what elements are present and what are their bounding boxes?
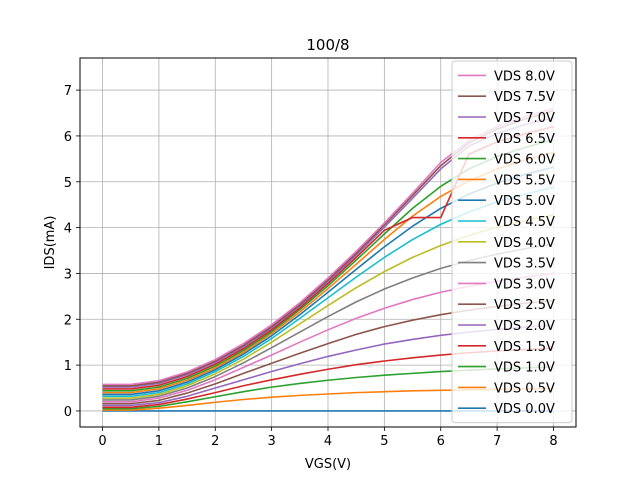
x-tick-label: 7 — [493, 434, 501, 449]
x-axis-label: VGS(V) — [305, 457, 351, 472]
x-tick-label: 0 — [98, 434, 106, 449]
y-axis-ticks: 0 1 2 3 4 5 6 7 — [64, 84, 80, 420]
y-tick-label: 2 — [64, 313, 72, 328]
legend-entry: VDS 8.0V — [494, 69, 555, 84]
x-axis-ticks: 0 1 2 3 4 5 6 7 8 — [98, 427, 558, 449]
x-tick-label: 5 — [380, 434, 388, 449]
legend-entry: VDS 5.0V — [494, 194, 555, 209]
legend-entry: VDS 7.0V — [494, 111, 555, 126]
legend-entry: VDS 1.0V — [494, 361, 555, 376]
x-tick-label: 6 — [437, 434, 445, 449]
y-tick-label: 0 — [64, 405, 72, 420]
legend-entry: VDS 0.0V — [494, 402, 555, 417]
legend-entry: VDS 0.5V — [494, 381, 555, 396]
legend-entry: VDS 2.0V — [494, 319, 555, 334]
legend-entry: VDS 6.5V — [494, 132, 555, 147]
y-tick-label: 3 — [64, 267, 72, 282]
x-tick-label: 1 — [155, 434, 163, 449]
legend-box — [451, 60, 573, 424]
legend-entry: VDS 4.5V — [494, 215, 555, 230]
y-tick-label: 6 — [64, 130, 72, 145]
legend-entry: VDS 1.5V — [494, 340, 555, 355]
x-tick-label: 3 — [267, 434, 275, 449]
x-tick-label: 4 — [324, 434, 332, 449]
legend-entry: VDS 4.0V — [494, 236, 555, 251]
y-tick-label: 5 — [64, 176, 72, 191]
y-tick-label: 1 — [64, 359, 72, 374]
legend: VDS 8.0V VDS 7.5V VDS 7.0V VDS 6.5V VDS 6.0V… — [451, 60, 573, 424]
y-tick-label: 4 — [64, 222, 72, 237]
chart-title: 100/8 — [306, 36, 349, 54]
x-tick-label: 2 — [211, 434, 219, 449]
legend-entry: VDS 2.5V — [494, 298, 555, 313]
x-tick-label: 8 — [549, 434, 557, 449]
legend-entry: VDS 7.5V — [494, 90, 555, 105]
y-axis-label: IDS(mA) — [43, 216, 58, 270]
legend-entry: VDS 3.0V — [494, 277, 555, 292]
legend-entry: VDS 3.5V — [494, 257, 555, 272]
y-tick-label: 7 — [64, 84, 72, 99]
legend-entry: VDS 5.5V — [494, 173, 555, 188]
legend-entry: VDS 6.0V — [494, 153, 555, 168]
